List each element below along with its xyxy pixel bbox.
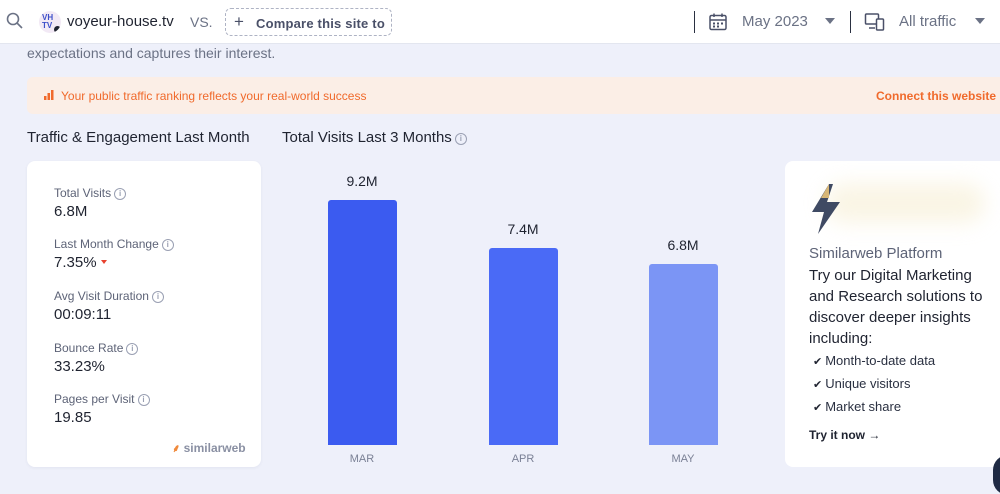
x-tick-label: MAR <box>349 453 375 465</box>
info-icon[interactable]: i <box>454 133 467 145</box>
visits-chart-title-wrap: Total Visits Last 3 Months i <box>282 129 467 146</box>
metric-value: 6.8M <box>54 203 88 220</box>
divider <box>694 11 695 33</box>
ranking-banner: Your public traffic ranking reflects you… <box>27 77 1000 114</box>
lightning-bolt-icon <box>812 184 840 234</box>
chevron-down-icon[interactable] <box>825 18 835 24</box>
promo-glow <box>825 183 985 223</box>
metric-label: Last Month Change <box>54 237 159 251</box>
visits-chart-title: Total Visits Last 3 Months <box>282 129 452 146</box>
metric-value: 7.35% <box>54 254 97 271</box>
trend-down-icon <box>100 260 107 264</box>
promo-body: Try our Digital Marketing and Research s… <box>809 267 983 347</box>
x-tick-label: APR <box>511 453 535 465</box>
site-favicon: VH TV <box>39 11 61 33</box>
connect-website-link[interactable]: Connect this website <box>876 89 997 103</box>
metric-value: 33.23% <box>54 358 105 375</box>
metric-last-month-change: Last Month Change i 7.35% <box>54 237 174 271</box>
bar-may[interactable] <box>648 264 718 445</box>
bar-value-label: 7.4M <box>507 221 539 237</box>
bar-mar[interactable] <box>327 200 397 445</box>
compare-site-button[interactable]: + Compare this site to <box>225 8 392 36</box>
metric-value: 19.85 <box>54 409 92 426</box>
promo-feature: Market share <box>813 399 935 422</box>
banner-message: Your public traffic ranking reflects you… <box>61 89 367 103</box>
promo-brand: Similarweb Platform <box>809 245 943 262</box>
intro-text: expectations and captures their interest… <box>27 45 276 61</box>
date-range-select[interactable]: May 2023 <box>742 13 808 30</box>
bar-value-label: 6.8M <box>667 237 699 253</box>
promo-card: Similarweb Platform Try our Digital Mark… <box>785 161 1000 467</box>
info-icon[interactable]: i <box>114 188 127 200</box>
metric-avg-visit-duration: Avg Visit Duration i 00:09:11 <box>54 289 164 323</box>
metric-label: Avg Visit Duration <box>54 289 149 303</box>
metric-label: Total Visits <box>54 186 112 200</box>
site-domain[interactable]: voyeur-house.tv <box>67 13 174 30</box>
try-it-now-link[interactable]: Try it now → <box>809 428 881 442</box>
x-tick-label: MAY <box>671 453 695 465</box>
info-icon[interactable]: i <box>161 239 174 251</box>
vs-label: VS. <box>190 14 213 30</box>
metric-total-visits: Total Visits i 6.8M <box>54 186 127 220</box>
devices-icon <box>864 13 885 31</box>
promo-feature: Unique visitors <box>813 376 935 399</box>
compare-site-label: Compare this site to <box>256 16 385 31</box>
chevron-down-icon[interactable] <box>975 18 985 24</box>
search-icon[interactable] <box>6 12 24 30</box>
promo-feature: Month-to-date data <box>813 353 935 376</box>
bar-value-label: 9.2M <box>346 173 378 189</box>
calendar-icon <box>709 13 727 31</box>
bar-apr[interactable] <box>488 248 558 445</box>
engagement-card: Total Visits i 6.8M Last Month Change i 7.… <box>27 161 261 467</box>
bar-chart-icon <box>44 90 54 100</box>
metric-label: Pages per Visit <box>54 392 135 406</box>
metric-bounce-rate: Bounce Rate i 33.23% <box>54 341 139 375</box>
info-icon[interactable]: i <box>137 394 150 406</box>
similarweb-logo: ⸙ similarweb <box>172 441 246 455</box>
top-bar: VH TV voyeur-house.tv VS. + Compare this… <box>0 0 1000 44</box>
engagement-title: Traffic & Engagement Last Month <box>27 129 250 146</box>
metric-label: Bounce Rate <box>54 341 124 355</box>
visits-bar-chart: 9.2M MAR 7.4M APR 6.8M MAY <box>282 160 762 470</box>
plus-icon: + <box>234 12 244 31</box>
info-icon[interactable]: i <box>126 343 139 355</box>
traffic-source-select[interactable]: All traffic <box>899 13 957 30</box>
metric-value: 00:09:11 <box>54 306 112 323</box>
chat-widget-button[interactable] <box>993 455 1000 494</box>
info-icon[interactable]: i <box>151 291 164 303</box>
promo-feature-list: Month-to-date data Unique visitors Marke… <box>813 353 935 422</box>
metric-pages-per-visit: Pages per Visit i 19.85 <box>54 392 150 426</box>
divider <box>850 11 851 33</box>
